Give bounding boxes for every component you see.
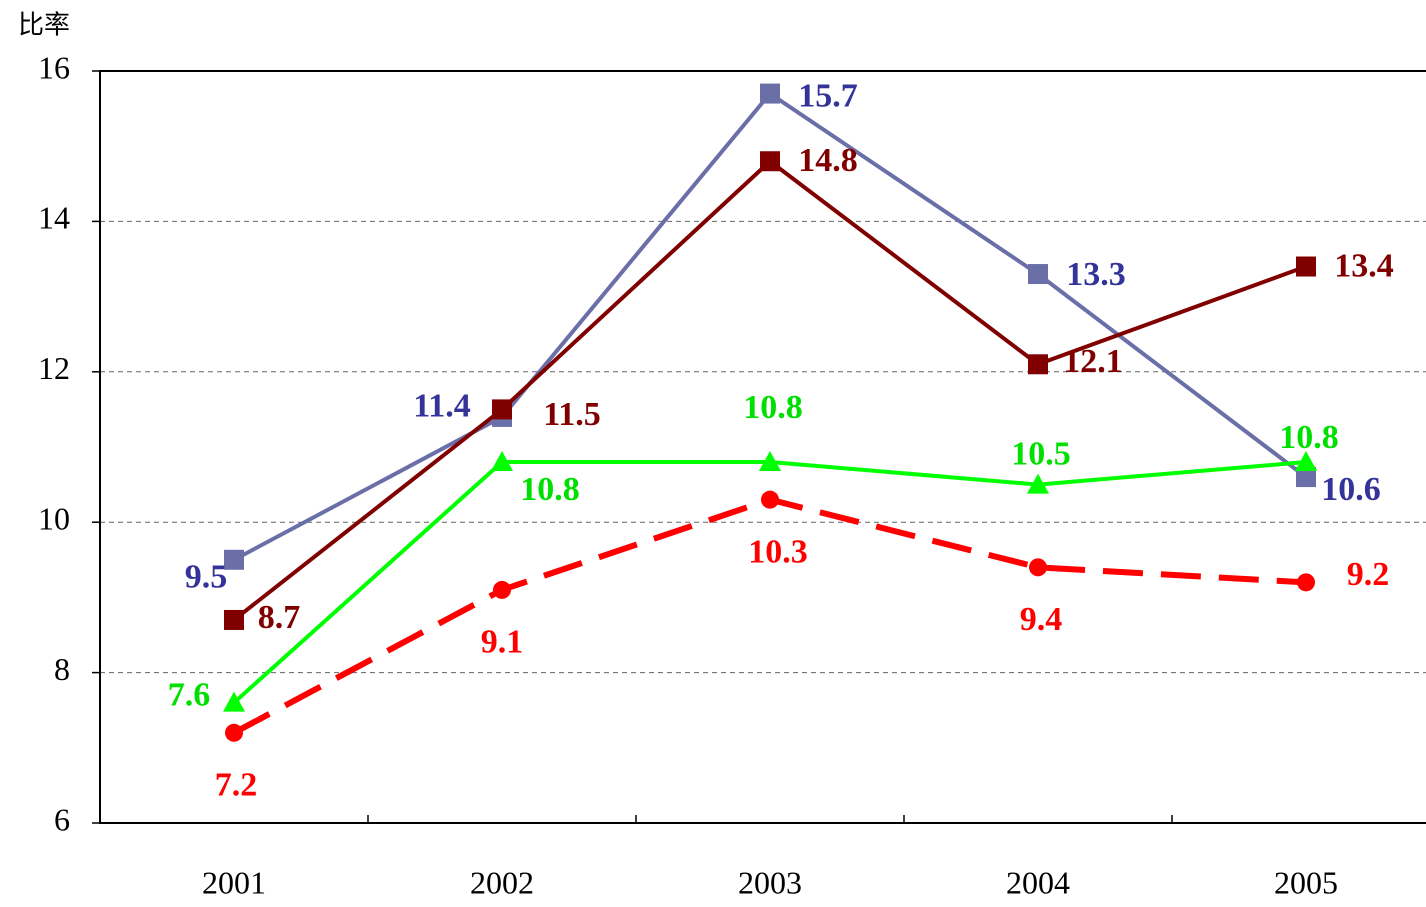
y-tick-label: 16 — [38, 49, 70, 85]
marker — [1297, 573, 1315, 592]
y-tick-label: 12 — [38, 350, 70, 386]
marker — [493, 580, 511, 599]
data-label: 10.5 — [1011, 435, 1071, 472]
y-tick-label: 8 — [54, 651, 70, 687]
marker — [761, 490, 779, 509]
data-label: 10.8 — [520, 471, 580, 508]
data-label: 9.1 — [481, 624, 524, 661]
marker — [224, 609, 244, 630]
data-label: 10.3 — [748, 533, 808, 570]
data-label: 8.7 — [258, 599, 301, 636]
y-axis-label: 比率 — [18, 11, 70, 41]
marker — [760, 83, 780, 104]
y-tick-label: 10 — [38, 501, 70, 537]
marker — [491, 451, 513, 472]
marker — [1027, 473, 1049, 494]
marker — [223, 691, 245, 712]
marker — [1028, 354, 1048, 375]
data-label: 9.2 — [1347, 556, 1390, 593]
x-tick-label: 2002 — [470, 864, 534, 900]
marker — [760, 151, 780, 172]
data-label: 10.8 — [743, 389, 803, 426]
data-label: 13.3 — [1066, 256, 1126, 293]
data-label: 14.8 — [798, 142, 858, 179]
marker — [1296, 467, 1316, 488]
marker — [1296, 256, 1316, 277]
data-label: 9.5 — [185, 559, 228, 596]
data-label: 12.1 — [1063, 343, 1123, 380]
data-label: 10.6 — [1321, 471, 1381, 508]
marker — [492, 399, 512, 420]
x-tick-label: 2003 — [738, 864, 802, 900]
data-label: 13.4 — [1334, 247, 1394, 284]
marker — [1295, 451, 1317, 472]
y-tick-label: 14 — [38, 200, 70, 236]
data-label: 7.2 — [215, 767, 258, 804]
x-tick-label: 2005 — [1274, 864, 1338, 900]
marker — [1028, 264, 1048, 285]
marker — [1029, 558, 1047, 577]
data-label: 9.4 — [1020, 601, 1063, 638]
data-label: 10.8 — [1279, 419, 1339, 456]
data-label: 11.4 — [413, 388, 471, 425]
y-tick-label: 6 — [54, 801, 70, 837]
data-label: 15.7 — [798, 77, 858, 114]
plot-frame — [99, 70, 1426, 824]
data-label: 11.5 — [543, 396, 601, 433]
x-tick-label: 2004 — [1006, 864, 1070, 900]
marker — [225, 723, 243, 742]
marker — [759, 451, 781, 472]
marker — [224, 549, 244, 570]
data-label: 7.6 — [168, 676, 211, 713]
x-tick-label: 2001 — [202, 864, 266, 900]
